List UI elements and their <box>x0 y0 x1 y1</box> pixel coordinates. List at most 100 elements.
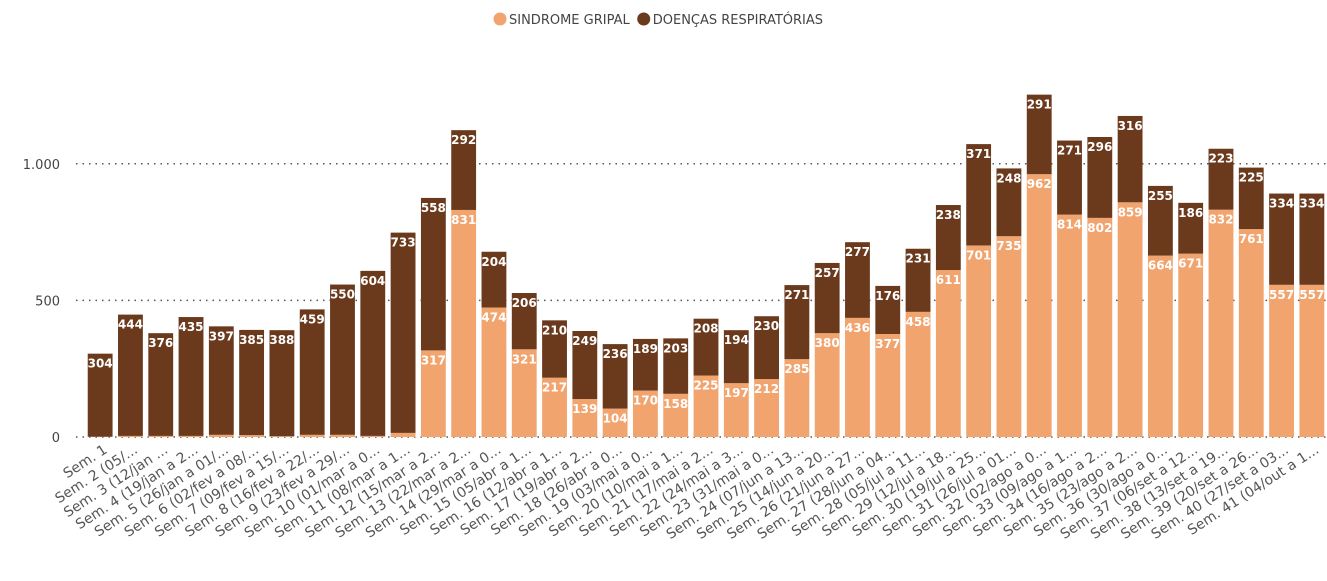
data-label: 802 <box>1087 221 1112 235</box>
bar-segment <box>360 270 386 436</box>
bar-segment <box>542 377 567 437</box>
data-label: 170 <box>633 394 658 408</box>
bar-segment <box>1238 229 1264 437</box>
data-label: 558 <box>421 201 446 215</box>
bar-segment <box>239 435 265 437</box>
data-label: 316 <box>1118 119 1143 133</box>
bar-segment <box>814 333 840 437</box>
bar-segment <box>208 434 234 437</box>
bar-segment <box>784 285 810 360</box>
data-label: 458 <box>906 315 931 329</box>
bar-segment <box>148 333 174 436</box>
data-label: 701 <box>966 248 991 262</box>
bar-segment <box>723 383 749 437</box>
bar-segment <box>1087 217 1113 437</box>
data-label: 321 <box>512 352 537 366</box>
data-label: 385 <box>239 333 264 347</box>
bar-segment <box>1238 167 1264 230</box>
data-label: 604 <box>360 274 385 288</box>
data-label: 217 <box>542 381 567 395</box>
data-label: 271 <box>784 288 809 302</box>
bar-segment <box>905 248 931 312</box>
bar-segment <box>845 317 870 437</box>
data-label: 186 <box>1178 206 1203 220</box>
data-label: 550 <box>330 288 355 302</box>
data-label: 611 <box>936 273 961 287</box>
bar-segment <box>1057 140 1082 215</box>
data-label: 204 <box>481 255 506 269</box>
data-label: 249 <box>572 334 597 348</box>
bar-segment <box>1147 255 1173 437</box>
bar-segment <box>996 236 1022 437</box>
bar-segment <box>178 317 204 436</box>
bar-segment <box>935 270 961 437</box>
data-label: 436 <box>845 321 870 335</box>
data-label: 257 <box>815 266 840 280</box>
bar-segment <box>1269 193 1294 285</box>
bar-segment <box>420 350 446 437</box>
data-label: 104 <box>603 412 628 426</box>
data-label: 225 <box>1239 171 1264 185</box>
bar-segment <box>330 434 355 437</box>
data-label: 859 <box>1118 205 1143 219</box>
bar-segment <box>1208 148 1234 210</box>
data-label: 380 <box>815 336 840 350</box>
bar-segment <box>663 338 689 394</box>
bar-segment <box>511 349 537 437</box>
bar-segment <box>935 205 961 271</box>
y-tick-label: 500 <box>35 294 60 309</box>
y-tick-label: 0 <box>52 431 60 446</box>
bar-segment <box>845 242 870 318</box>
bar-segment <box>784 359 810 437</box>
bar-segment <box>360 435 386 437</box>
bar-segment <box>966 144 992 246</box>
data-label: 139 <box>572 402 597 416</box>
bar-segment <box>1178 253 1204 437</box>
bar-segment <box>1117 115 1143 203</box>
data-label: 231 <box>906 252 931 266</box>
data-label: 296 <box>1087 140 1112 154</box>
bar-segment <box>269 330 295 437</box>
bar-segment <box>632 338 658 391</box>
data-label: 962 <box>1027 177 1052 191</box>
legend-label: DOENÇAS RESPIRATÓRIAS <box>653 12 823 28</box>
bar-segment <box>572 330 598 400</box>
bar-segment <box>118 314 143 436</box>
bar-segment <box>632 390 658 437</box>
data-label: 397 <box>209 329 234 343</box>
bar-segment <box>87 353 113 437</box>
y-tick-label: 1.000 <box>23 158 60 173</box>
data-label: 277 <box>845 245 870 259</box>
data-label: 189 <box>633 342 658 356</box>
bar-segment <box>723 330 749 384</box>
data-label: 735 <box>996 239 1021 253</box>
bar-segment <box>1057 214 1082 437</box>
bar-segment <box>1178 202 1204 254</box>
bar-segment <box>1208 209 1234 437</box>
bar-segment <box>602 344 628 409</box>
bar-segment <box>602 408 628 437</box>
bar-segment <box>1026 174 1052 437</box>
bar-segment <box>905 311 931 437</box>
data-label: 435 <box>178 320 203 334</box>
data-label: 671 <box>1178 257 1203 271</box>
bar-segment <box>390 432 416 437</box>
data-label: 206 <box>512 296 537 310</box>
data-label: 236 <box>603 347 628 361</box>
bar-segment <box>208 326 234 435</box>
bar-segment <box>390 232 416 433</box>
data-label: 334 <box>1299 197 1324 211</box>
legend-marker <box>493 12 507 26</box>
bar-segment <box>420 197 446 351</box>
bar-segment <box>269 436 295 437</box>
bar-segment <box>1087 136 1113 218</box>
bar-segment <box>451 130 477 210</box>
data-label: 474 <box>481 310 506 324</box>
bar-segment <box>148 435 174 437</box>
data-label: 377 <box>875 337 900 351</box>
data-label: 459 <box>300 312 325 326</box>
data-label: 223 <box>1208 152 1233 166</box>
bar-segment <box>481 307 507 437</box>
bar-segment <box>451 209 477 437</box>
